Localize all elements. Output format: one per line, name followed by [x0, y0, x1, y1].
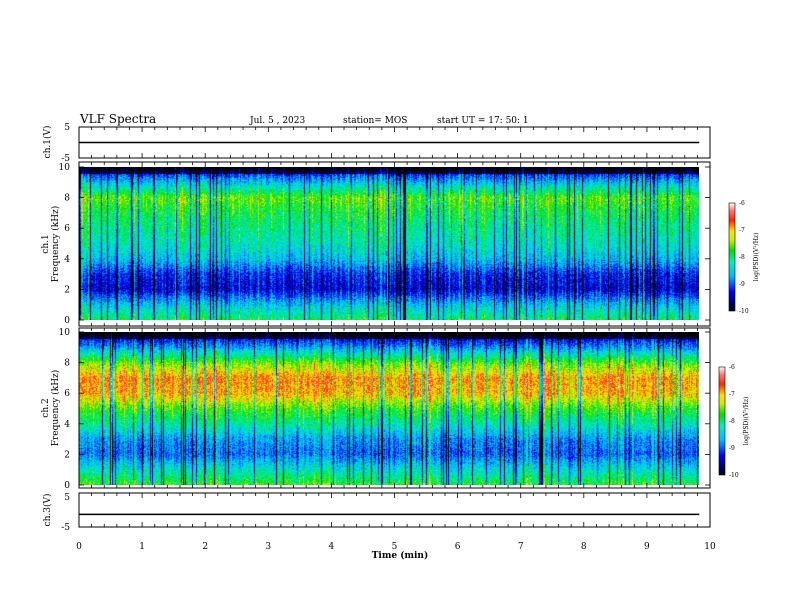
time-ticklabel: 10 — [704, 542, 716, 552]
ch1-frequency-ticklabels: 0 2 4 6 8 10 — [59, 163, 710, 326]
frequency-ticklabel: 8 — [64, 194, 70, 204]
colorbar-ticklabel: -8 — [729, 418, 735, 425]
ch3-ytick-top: 5 — [64, 493, 70, 503]
header-station: station= MOS — [343, 116, 407, 126]
time-axis-label: Time (min) — [372, 550, 429, 561]
ch1-colorbar-ramp — [728, 202, 736, 312]
ch2-channel-label: ch.2 — [41, 398, 51, 417]
ch2-colorbar-ramp — [718, 366, 726, 476]
ch2-spectrogram-ticks — [78, 328, 711, 488]
frequency-ticklabel: 2 — [64, 285, 70, 295]
ch3-voltage-ylabel: ch.3(V) — [42, 494, 53, 527]
ch2-colorbar: -6 -7 -8 -9 -10 log(PSD)(V²/Hz) — [718, 364, 750, 479]
time-ticklabel: 4 — [329, 542, 335, 552]
ch1-spectrogram-panel: 0 2 4 6 8 10 ch.1 Frequency (kHz) — [41, 161, 711, 327]
ch1-ytick-bottom: -5 — [61, 154, 70, 164]
time-ticklabel: 9 — [644, 542, 650, 552]
frequency-ticklabel: 8 — [64, 359, 70, 369]
time-ticklabel: 7 — [518, 542, 524, 552]
time-ticklabel: 5 — [392, 542, 398, 552]
ch1-colorbar: -6 -7 -8 -9 -10 log(PSD)(V²/Hz) — [728, 200, 760, 315]
ch3-voltage-xticks — [78, 493, 711, 527]
ch1-colorbar-ticklabels: -6 -7 -8 -9 -10 — [739, 200, 749, 315]
frequency-ticklabel: 0 — [64, 316, 70, 326]
ch2-colorbar-label: log(PSD)(V²/Hz) — [743, 397, 750, 446]
frequency-ticklabel: 10 — [59, 328, 71, 338]
ch3-voltage-panel: 5 -5 ch.3(V) — [42, 492, 711, 533]
time-ticklabel: 0 — [76, 542, 82, 552]
frequency-ticklabel: 10 — [59, 163, 71, 173]
colorbar-ticklabel: -9 — [729, 445, 735, 452]
ch2-frequency-ticklabels: 0 2 4 6 8 10 — [59, 328, 710, 491]
ch2-colorbar-ticklabels: -6 -7 -8 -9 -10 — [729, 364, 739, 479]
ch1-voltage-xticks — [78, 127, 711, 158]
frequency-ticklabel: 6 — [64, 389, 70, 399]
ch1-frequency-ylabel: Frequency (kHz) — [50, 206, 61, 283]
frequency-ticklabel: 0 — [64, 481, 70, 491]
frequency-ticklabel: 2 — [64, 450, 70, 460]
header-date: Jul. 5 , 2023 — [249, 116, 305, 126]
time-axis-ticklabels: 0 1 2 3 4 5 6 7 8 9 10 — [76, 542, 716, 552]
ch1-spectrogram-image — [79, 167, 699, 320]
colorbar-ticklabel: -7 — [739, 227, 745, 234]
colorbar-ticklabel: -10 — [729, 472, 739, 479]
colorbar-ticklabel: -9 — [739, 281, 745, 288]
time-ticklabel: 3 — [265, 542, 271, 552]
figure-title: VLF Spectra — [79, 112, 156, 126]
colorbar-ticklabel: -6 — [739, 200, 745, 207]
ch3-ytick-bottom: -5 — [61, 523, 70, 533]
ch2-spectrogram-panel: 0 2 4 6 8 10 ch.2 Frequency (kHz) — [41, 327, 711, 491]
frequency-ticklabel: 6 — [64, 224, 70, 234]
ch1-channel-label: ch.1 — [41, 234, 51, 253]
colorbar-ticklabel: -8 — [739, 254, 745, 261]
time-ticklabel: 6 — [455, 542, 461, 552]
time-ticklabel: 8 — [581, 542, 587, 552]
ch2-frequency-ylabel: Frequency (kHz) — [50, 370, 61, 447]
colorbar-ticklabel: -7 — [729, 391, 735, 398]
colorbar-ticklabel: -10 — [739, 308, 749, 315]
ch1-ytick-top: 5 — [64, 123, 70, 133]
ch1-voltage-panel: 5 -5 ch.1(V) — [42, 123, 711, 164]
ch3-voltage-frame — [78, 492, 711, 528]
ch1-voltage-ylabel: ch.1(V) — [42, 126, 53, 159]
ch2-spectrogram-image — [79, 332, 699, 485]
frequency-ticklabel: 4 — [64, 420, 70, 430]
header-start-time: start UT = 17: 50: 1 — [437, 116, 529, 126]
colorbar-ticklabel: -6 — [729, 364, 735, 371]
time-ticklabel: 2 — [202, 542, 208, 552]
ch1-spectrogram-ticks — [78, 162, 711, 326]
time-ticklabel: 1 — [139, 542, 145, 552]
frequency-ticklabel: 4 — [64, 255, 70, 265]
ch1-colorbar-label: log(PSD)(V²/Hz) — [753, 233, 760, 282]
